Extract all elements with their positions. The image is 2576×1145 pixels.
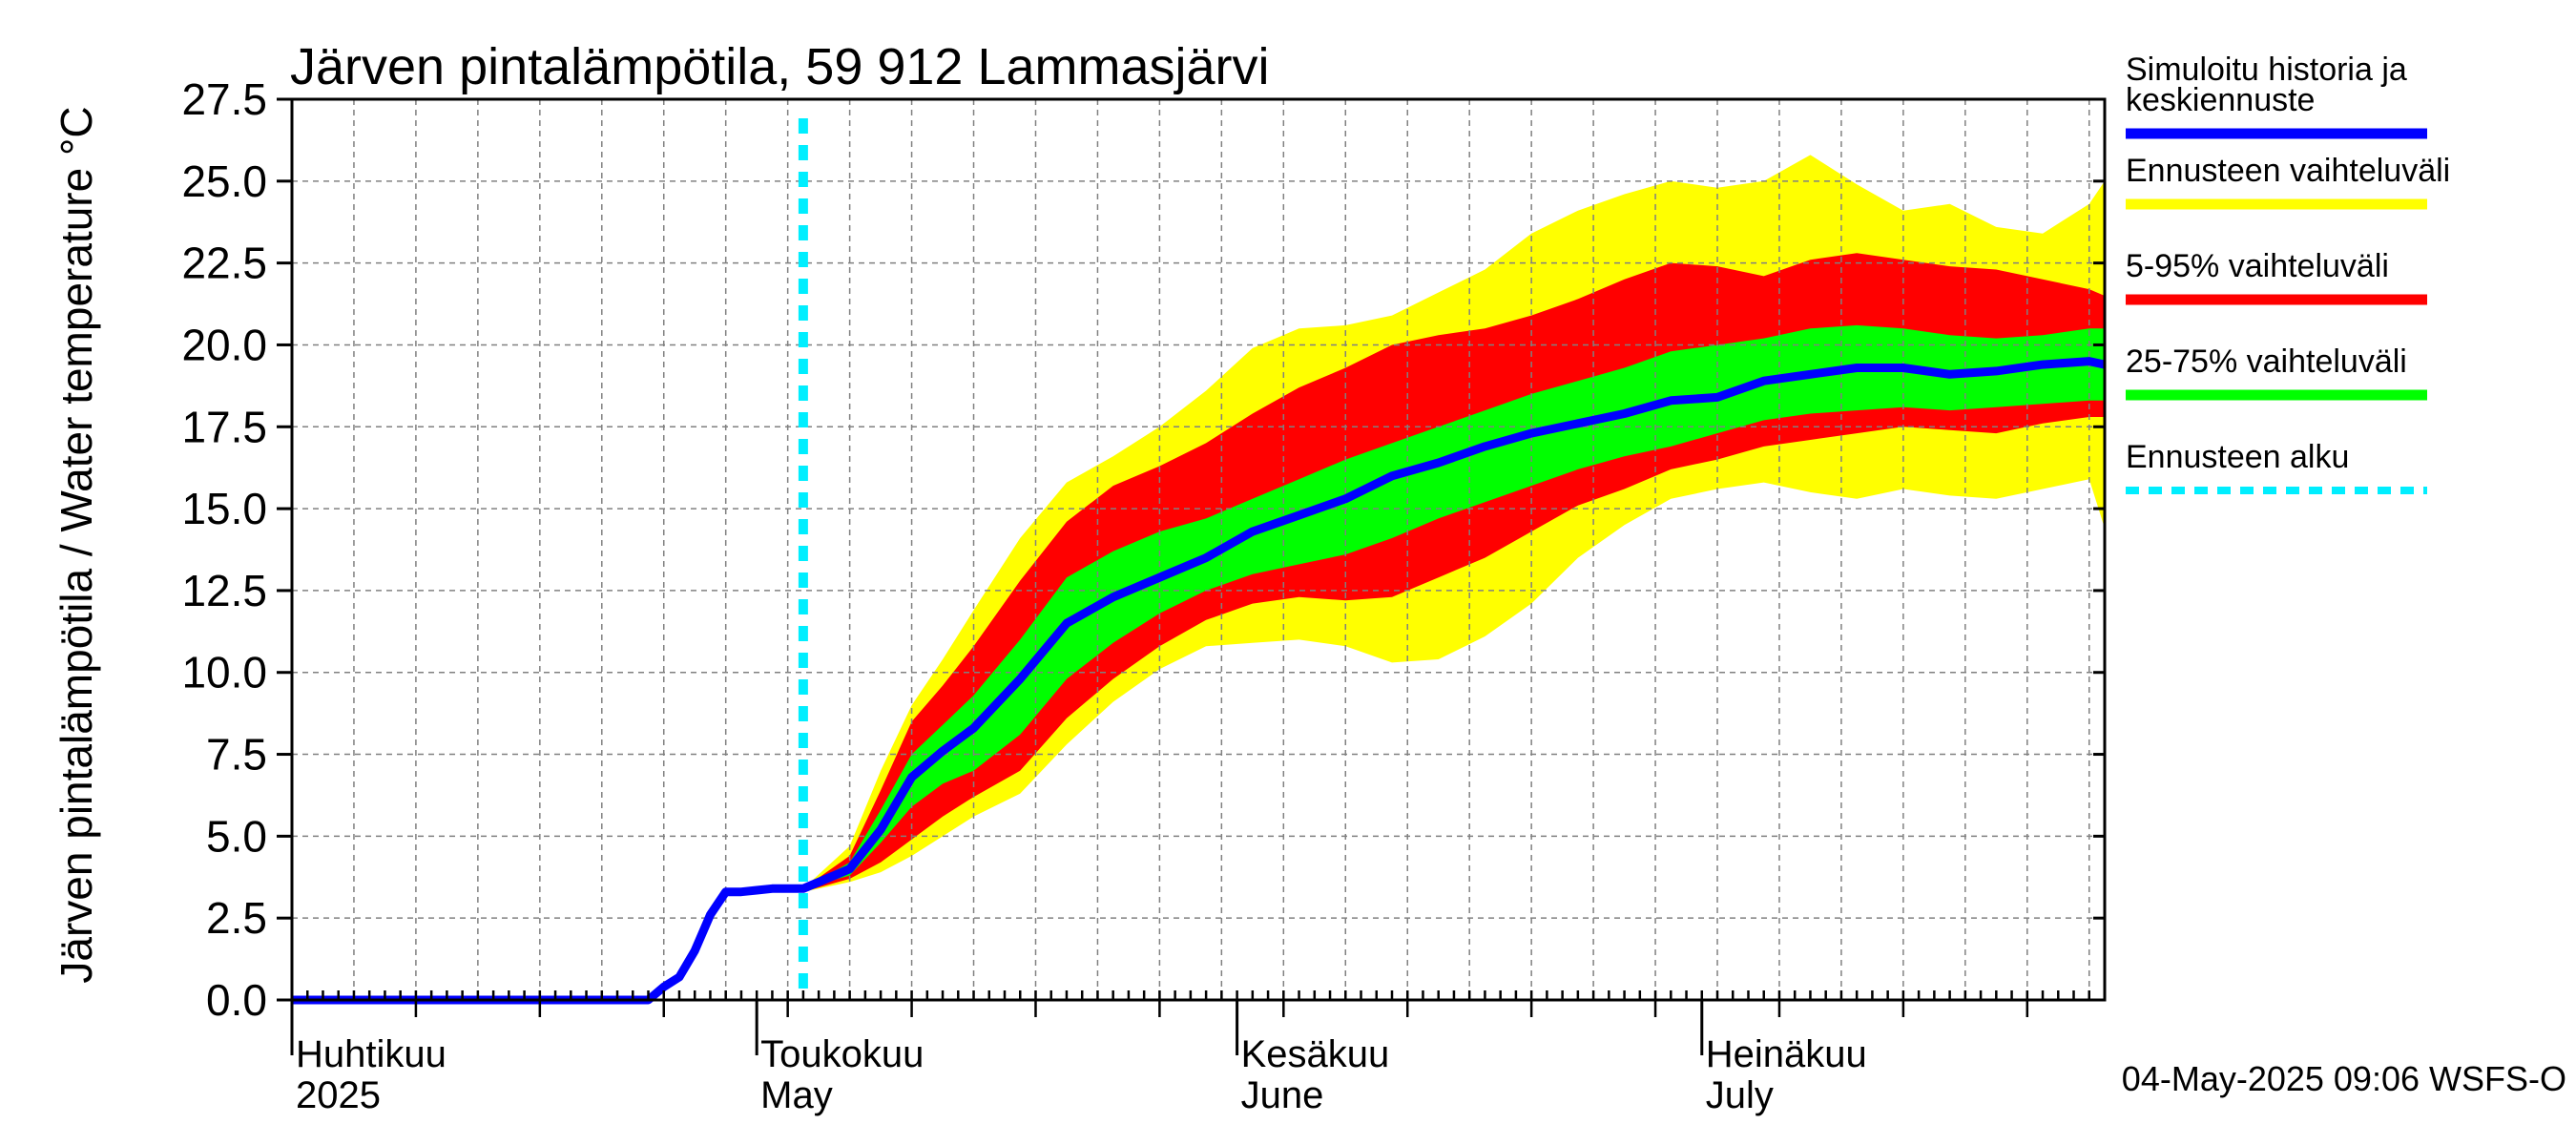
x-month-sublabel: May: [760, 1074, 833, 1116]
grid-lines: [292, 99, 2105, 1000]
legend-label: Simuloitu historia ja: [2126, 52, 2407, 88]
y-tick-label: 17.5: [181, 402, 267, 451]
band-25-75: [802, 324, 2105, 889]
y-tick-label: 27.5: [181, 74, 267, 124]
legend-label: 25-75% vaihteluväli: [2126, 344, 2407, 380]
forecast-bands: [802, 155, 2105, 892]
x-month-sublabel: 2025: [296, 1074, 381, 1116]
chart-title: Järven pintalämpötila, 59 912 Lammasjärv…: [290, 38, 1270, 95]
y-tick-label: 25.0: [181, 156, 267, 206]
footer-timestamp: 04-May-2025 09:06 WSFS-O: [2122, 1059, 2566, 1098]
legend-label: Ennusteen vaihteluväli: [2126, 153, 2450, 189]
legend-label: Ennusteen alku: [2126, 439, 2349, 475]
legend-label: 5-95% vaihteluväli: [2126, 248, 2389, 284]
y-tick-label: 10.0: [181, 648, 267, 697]
x-month-label: Toukokuu: [760, 1033, 924, 1075]
y-tick-label: 7.5: [206, 730, 267, 780]
series-lines: [292, 118, 2106, 1005]
y-tick-label: 0.0: [206, 975, 267, 1025]
x-month-sublabel: July: [1706, 1074, 1774, 1116]
axes: 0.0 2.5 5.0 7.5 10.0 12.5 15.0 17.5 20.0 22.5 25.0…: [181, 74, 2107, 1116]
y-tick-label: 12.5: [181, 566, 267, 615]
x-month-label: Heinäkuu: [1706, 1033, 1867, 1075]
x-month-label: Kesäkuu: [1241, 1033, 1390, 1075]
y-tick-label: 22.5: [181, 239, 267, 288]
median-line: [292, 357, 2106, 1005]
y-axis-label: Järven pintalämpötila / Water temperatur…: [52, 106, 101, 983]
x-month-label: Huhtikuu: [296, 1033, 447, 1075]
legend-label-line2: keskiennuste: [2126, 82, 2315, 118]
y-tick-label: 5.0: [206, 811, 267, 861]
y-tick-label: 15.0: [181, 484, 267, 533]
y-tick-label: 20.0: [181, 320, 267, 369]
plot-frame: [290, 97, 2107, 1002]
x-month-sublabel: June: [1241, 1074, 1324, 1116]
y-tick-label: 2.5: [206, 893, 267, 943]
